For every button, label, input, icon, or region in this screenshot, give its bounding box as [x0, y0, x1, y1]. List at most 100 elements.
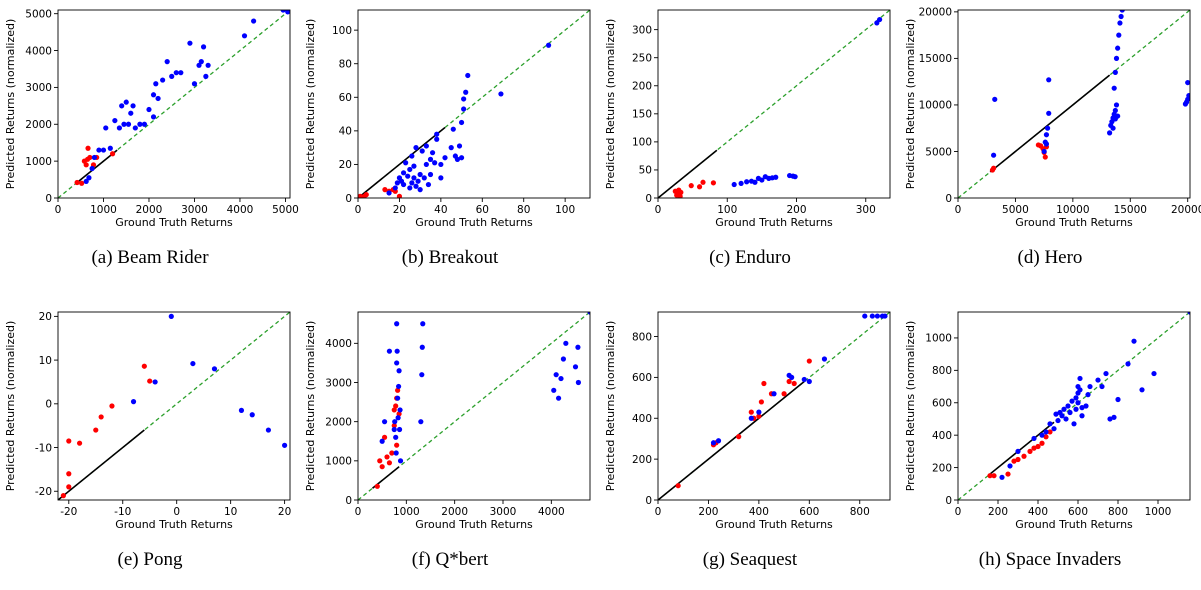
y-tick-label: 15000	[919, 53, 952, 65]
chart-caption: (c) Enduro	[709, 247, 791, 268]
y-tick-label: 0	[945, 193, 952, 205]
red-data-point	[79, 180, 85, 186]
x-tick-label: 5000	[1002, 204, 1029, 216]
blue-data-point	[1067, 409, 1073, 416]
red-data-point	[1042, 154, 1048, 160]
blue-data-point	[405, 173, 411, 179]
chart-panel: 0 200 400 600 800 0 200 400 600 800 Ground Truth R…	[600, 302, 900, 590]
red-data-point	[1015, 456, 1021, 463]
blue-data-point	[403, 160, 409, 166]
blue-data-point	[392, 419, 398, 425]
plot-frame	[657, 9, 891, 199]
y-tick-label: 5000	[25, 8, 52, 20]
blue-data-point	[1117, 20, 1123, 26]
x-tick-label: 0	[355, 204, 362, 216]
blue-data-point	[1047, 421, 1053, 427]
y-tick-label: 20000	[919, 7, 952, 19]
blue-data-point	[150, 114, 157, 120]
red-data-point	[991, 165, 997, 171]
y-tick-label: 60	[339, 92, 352, 104]
red-data-point	[395, 387, 401, 393]
blue-data-point	[560, 356, 567, 362]
x-tick-label: 4000	[227, 204, 254, 216]
blue-data-point	[203, 73, 209, 79]
x-tick-label: 400	[749, 506, 769, 518]
blue-data-point	[1075, 400, 1081, 406]
blue-data-point	[407, 185, 413, 191]
blue-data-point	[1112, 107, 1118, 114]
blue-data-point	[461, 106, 467, 112]
red-data-point	[1027, 448, 1033, 454]
blue-data-point	[396, 426, 403, 433]
x-tick-label: 80	[517, 204, 530, 216]
blue-data-point	[575, 379, 581, 386]
red-data-point	[84, 156, 91, 162]
x-tick-label: 1000	[90, 204, 117, 216]
red-data-point	[678, 189, 684, 195]
blue-data-point	[738, 180, 744, 187]
red-data-point	[791, 380, 797, 387]
y-tick-label: 200	[632, 454, 652, 466]
blue-data-point	[205, 62, 211, 68]
y-tick-label: 0	[645, 495, 652, 507]
blue-data-point	[160, 77, 166, 83]
y-tick-label: -10	[35, 442, 52, 454]
blue-data-point	[575, 344, 581, 350]
plot-frame	[657, 311, 891, 501]
blue-data-point	[1079, 413, 1085, 419]
y-tick-label: 800	[932, 365, 952, 377]
red-data-point	[786, 378, 792, 385]
red-data-point	[109, 151, 116, 157]
scatter-plot: -20 -10 0 10 20 -20 -10 0 10 20 Ground Truth Retur…	[4, 311, 291, 531]
blue-data-point	[418, 419, 424, 425]
x-tick-label: 600	[1068, 506, 1088, 518]
blue-data-point	[130, 399, 137, 405]
x-tick-label: 0	[355, 506, 362, 518]
red-data-point	[1043, 434, 1049, 440]
y-tick-label: 400	[632, 413, 652, 425]
red-data-point	[76, 440, 83, 446]
blue-data-point	[1119, 10, 1125, 13]
training-range-line	[58, 429, 145, 500]
x-tick-label: 0	[955, 204, 962, 216]
blue-data-point	[1087, 383, 1093, 390]
red-data-point	[391, 407, 397, 413]
blue-data-point	[407, 166, 413, 173]
blue-data-point	[123, 99, 129, 105]
red-data-point	[396, 411, 402, 417]
chart-panel: 0 1000 2000 3000 4000 5000 0 1000 2000 3000 4000 50…	[0, 0, 300, 288]
blue-data-point	[211, 366, 218, 372]
red-data-point	[60, 493, 66, 499]
y-tick-label: 10	[39, 355, 52, 367]
blue-data-point	[1065, 403, 1071, 409]
scatter-plot: 0 5000 10000 15000 20000 0 5000 10000 15000 20000…	[904, 7, 1201, 229]
blue-data-point	[191, 81, 198, 87]
blue-data-point	[1115, 45, 1121, 51]
y-axis-label: Predicted Returns (normalized)	[4, 19, 17, 190]
red-data-point	[696, 184, 703, 190]
y-tick-label: 250	[632, 53, 652, 65]
y-axis-label: Predicted Returns (normalized)	[604, 321, 617, 492]
blue-data-point	[425, 181, 432, 188]
y-axis-label: Predicted Returns (normalized)	[304, 321, 317, 492]
blue-data-point	[141, 121, 148, 127]
blue-data-point	[112, 117, 118, 124]
red-data-point	[1021, 453, 1027, 459]
blue-data-point	[877, 16, 883, 23]
chart-caption: (h) Space Invaders	[978, 549, 1122, 570]
blue-data-point	[1071, 421, 1077, 427]
y-axis-label: Predicted Returns (normalized)	[4, 321, 17, 492]
blue-data-point	[241, 33, 248, 39]
blue-data-point	[744, 179, 750, 185]
blue-data-point	[458, 119, 465, 126]
blue-data-point	[882, 313, 888, 319]
y-tick-label: 1000	[25, 156, 52, 168]
blue-data-point	[434, 136, 440, 142]
x-axis-label: Ground Truth Returns	[415, 518, 533, 531]
blue-data-point	[756, 409, 762, 415]
red-data-point	[66, 471, 72, 477]
blue-data-point	[1041, 148, 1047, 155]
blue-data-point	[125, 121, 132, 127]
blue-data-point	[427, 156, 434, 162]
red-data-point	[394, 442, 400, 448]
